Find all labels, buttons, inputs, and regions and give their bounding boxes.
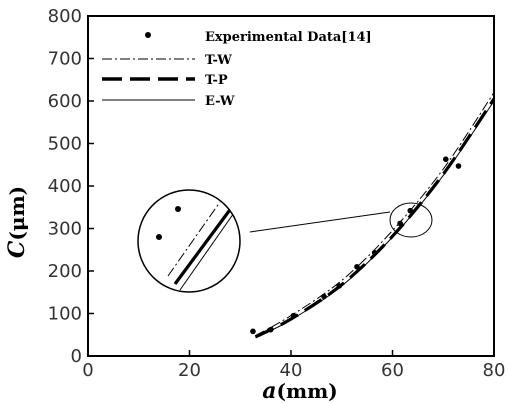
legend-label-experimental: Experimental Data[14]	[205, 30, 372, 45]
data-point-experimental-data-14	[442, 156, 449, 163]
inset-line-tw	[167, 201, 221, 277]
y-axis-unit: (μm)	[5, 186, 29, 241]
legend-label-tp: T-P	[205, 73, 228, 88]
legend-marker-experimental	[145, 32, 151, 38]
y-axis-var: C	[4, 240, 30, 258]
y-tick-label: 300	[48, 219, 82, 240]
x-axis-var: a	[262, 378, 276, 403]
y-tick-label: 100	[48, 304, 82, 325]
series-line-e-w	[255, 100, 495, 339]
x-tick-label: 80	[483, 360, 506, 381]
zoom-connector-line	[249, 211, 391, 233]
inset-line-ew	[179, 209, 237, 291]
y-tick-label: 800	[48, 6, 82, 27]
y-tick-label: 500	[48, 134, 82, 155]
inset-line-tp	[173, 206, 234, 285]
data-point-experimental-data-14	[267, 326, 274, 333]
y-axis-title: C(μm)	[4, 186, 30, 258]
data-point-experimental-data-14	[354, 263, 360, 270]
x-tick-label: 0	[82, 360, 93, 381]
y-tick-label: 400	[48, 176, 82, 197]
y-tick-label: 600	[48, 91, 82, 112]
inset-point	[156, 234, 162, 240]
y-tick-label: 700	[48, 49, 82, 70]
data-point-experimental-data-14	[397, 220, 403, 227]
data-point-experimental-data-14	[455, 163, 462, 169]
y-tick-label: 200	[48, 261, 82, 282]
series-lines	[254, 92, 495, 339]
x-tick-label: 20	[178, 360, 201, 381]
data-point-experimental-data-14	[336, 283, 343, 289]
x-axis-title: a(mm)	[262, 378, 338, 403]
series-line-t-p	[254, 98, 495, 339]
data-point-experimental-data-14	[321, 293, 327, 300]
x-tick-label: 60	[381, 360, 404, 381]
inset-point	[175, 206, 181, 212]
x-axis-ticks: 0 20 40 60 80	[82, 350, 505, 381]
x-axis-unit: (mm)	[277, 379, 338, 403]
legend: Experimental Data[14] T-W T-P E-W	[102, 30, 372, 109]
y-axis-ticks: 0 100 200 300 400 500 600 700 800	[48, 6, 94, 367]
x-tick-label: 40	[280, 360, 303, 381]
data-point-experimental-data-14	[290, 312, 297, 319]
legend-label-tw: T-W	[205, 53, 232, 68]
scatter-points	[250, 156, 462, 335]
data-point-experimental-data-14	[407, 207, 414, 214]
zoom-inset-content	[156, 201, 237, 291]
legend-label-ew: E-W	[205, 94, 235, 109]
zoom-region-marker	[389, 202, 433, 238]
zoom-annotation	[137, 189, 433, 293]
data-point-experimental-data-14	[250, 328, 256, 335]
data-point-experimental-data-14	[371, 249, 378, 256]
zoom-inset-circle	[137, 189, 241, 293]
y-tick-label: 0	[71, 346, 82, 367]
